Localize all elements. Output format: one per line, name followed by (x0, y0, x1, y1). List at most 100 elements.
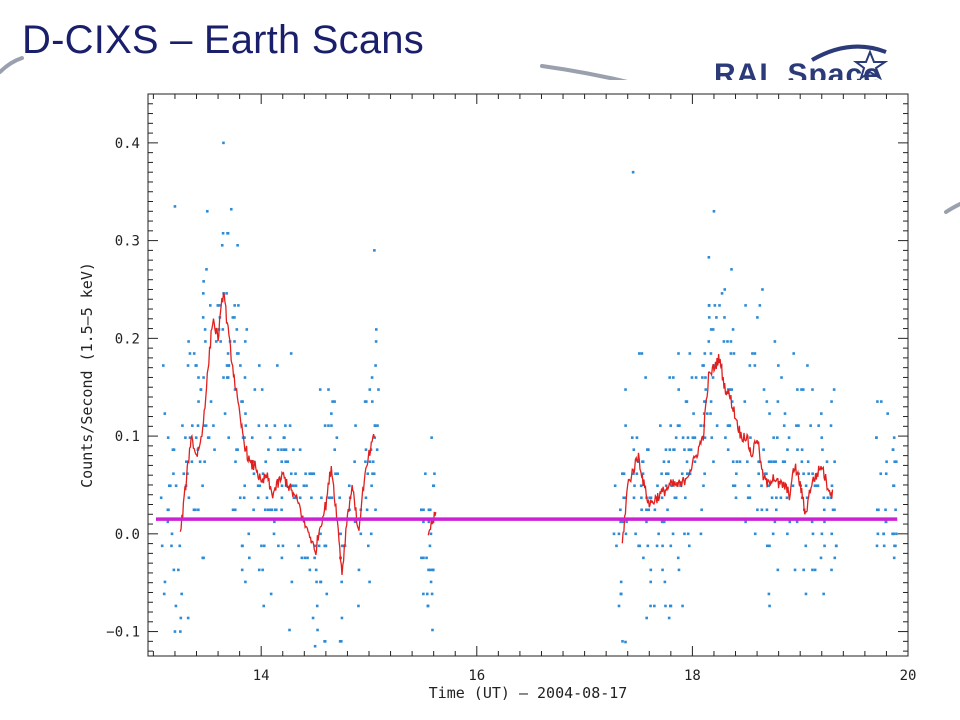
scatter-point (826, 496, 830, 500)
scatter-point (644, 376, 647, 379)
scatter-point (431, 628, 434, 632)
scatter-point (236, 244, 239, 247)
scatter-point (624, 532, 628, 536)
scatter-point (687, 448, 691, 451)
scatter-point (340, 544, 344, 548)
scatter-point (170, 532, 174, 536)
star-swoosh-icon (810, 44, 889, 81)
scatter-point (371, 472, 374, 476)
scatter-point (704, 388, 708, 391)
scatter-point (637, 544, 640, 548)
scatter-point (825, 460, 829, 463)
scatter-point (320, 496, 323, 500)
scatter-point (263, 508, 267, 512)
scatter-point (203, 460, 206, 463)
scatter-point (264, 460, 268, 463)
scatter-point (245, 328, 249, 331)
scatter-point (430, 436, 433, 439)
scatter-point (733, 484, 737, 488)
scatter-point (265, 424, 268, 427)
scatter-point (765, 400, 769, 403)
scatter-point (732, 352, 736, 355)
scatter-point (709, 352, 713, 355)
scatter-point (788, 520, 792, 524)
scatter-point (767, 592, 771, 596)
scatter-point (779, 496, 783, 500)
scatter-point (319, 532, 322, 536)
scatter-point (194, 436, 198, 439)
scatter-point (373, 424, 377, 427)
scatter-point (187, 496, 191, 500)
scatter-point (260, 544, 263, 548)
scatter-point (689, 448, 693, 451)
scatter-point (669, 604, 673, 608)
scatter-point (325, 592, 329, 596)
scatter-point (769, 460, 773, 463)
scatter-point (624, 424, 627, 427)
scatter-point (772, 436, 775, 439)
scatter-point (664, 448, 668, 451)
scatter-point (669, 544, 673, 548)
scatter-point (216, 304, 220, 307)
scatter-point (768, 412, 771, 415)
scatter-point (666, 508, 669, 512)
scatter-point (625, 520, 628, 524)
scatter-point (222, 376, 225, 379)
scatter-point (729, 340, 733, 343)
scatter-point (634, 532, 637, 536)
scatter-point (829, 496, 833, 500)
scatter-point (787, 436, 791, 439)
scatter-point (205, 209, 209, 213)
scatter-point (681, 604, 684, 608)
scatter-point (237, 352, 240, 355)
scatter-point (617, 604, 621, 608)
scatter-point (642, 556, 645, 560)
scatter-point (236, 448, 239, 451)
scatter-point (613, 484, 617, 488)
scatter-point (653, 604, 656, 608)
y-tick-label: 0.4 (115, 136, 140, 152)
scatter-point (202, 376, 205, 379)
scatter-point (316, 628, 319, 632)
tick-labels: 14 16 18 20 −0.1 0.0 0.1 0.2 0.3 0.4 (106, 136, 916, 684)
scatter-point (168, 484, 171, 488)
scatter-point (895, 532, 898, 536)
scatter-point (311, 616, 315, 620)
scatter-point (822, 592, 825, 596)
scatter-point (209, 400, 213, 403)
scatter-point (280, 556, 284, 560)
scatter-point (664, 604, 667, 608)
scatter-point (308, 472, 311, 476)
scatter-point (756, 508, 759, 512)
scatter-point (891, 532, 894, 536)
scatter-point (685, 460, 689, 463)
scatter-point (323, 544, 327, 548)
scatter-point (612, 532, 616, 536)
scatter-point (159, 496, 163, 500)
scatter-point (238, 496, 242, 500)
scatter-point (677, 352, 680, 355)
scatter-point (674, 436, 678, 439)
scatter-point (776, 568, 780, 572)
scatter-point (177, 568, 180, 572)
scatter-point (233, 340, 236, 343)
scatter-point (220, 244, 224, 247)
scatter-point (663, 580, 667, 584)
scatter-point (834, 544, 838, 548)
x-tick-label: 14 (253, 668, 270, 684)
scatter-point (763, 472, 767, 476)
scatter-point (830, 484, 834, 488)
scatter-point (330, 412, 333, 415)
scatter-point (694, 376, 698, 379)
scatter-point (649, 496, 653, 500)
scatter-point (197, 508, 200, 512)
scatter-point (815, 484, 819, 488)
scatter-point (275, 508, 278, 512)
scatter-point (782, 424, 786, 427)
scatter-point (357, 604, 360, 608)
scatter-point (286, 460, 290, 463)
scatter-point (661, 568, 664, 572)
scatter-point (822, 496, 826, 500)
scatter-point (730, 388, 734, 391)
swoosh-right (944, 202, 960, 214)
